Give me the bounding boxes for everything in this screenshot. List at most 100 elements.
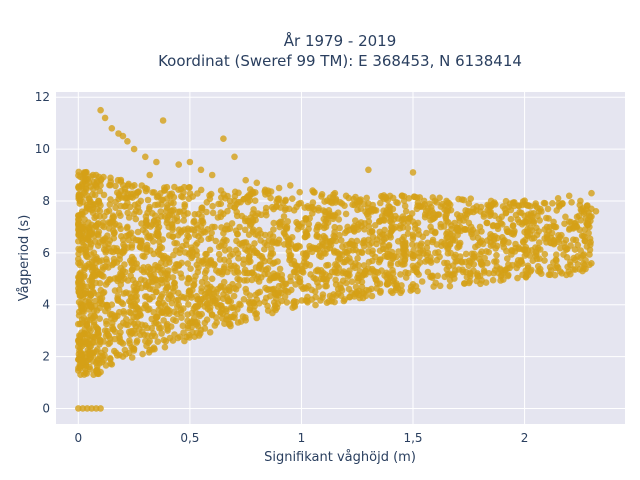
data-point [192, 241, 199, 249]
data-point [132, 306, 140, 313]
data-point [77, 292, 84, 300]
data-point [309, 244, 316, 251]
data-point [218, 302, 225, 310]
x-tick-label: 1,5 [403, 431, 422, 445]
data-point [416, 259, 424, 266]
data-point [447, 271, 455, 279]
data-point [409, 169, 417, 176]
data-point [153, 314, 160, 322]
data-point [100, 191, 108, 199]
data-point [454, 244, 461, 251]
data-point [529, 257, 537, 265]
data-point [567, 261, 574, 269]
data-point [180, 217, 188, 224]
data-point [151, 320, 158, 327]
data-point [382, 195, 390, 202]
data-point [180, 189, 187, 196]
data-point [100, 223, 108, 231]
data-point [184, 232, 191, 239]
data-point [150, 309, 157, 316]
data-point [92, 259, 100, 267]
data-point [184, 225, 192, 232]
data-point [274, 258, 281, 265]
data-point [392, 286, 400, 294]
data-point [78, 279, 86, 287]
data-point [186, 158, 194, 166]
data-point [123, 316, 130, 323]
data-point [320, 215, 328, 223]
data-point [119, 249, 127, 257]
data-point [144, 196, 152, 204]
data-point [413, 194, 421, 201]
data-point [145, 296, 153, 303]
data-point [434, 272, 442, 280]
data-point [85, 331, 92, 339]
data-point [240, 296, 248, 303]
data-point [412, 283, 420, 290]
y-axis-ticks: 0 2 4 6 8 10 12 [35, 90, 50, 415]
data-point [528, 213, 536, 220]
data-point [465, 200, 473, 207]
y-tick-label: 10 [35, 142, 50, 156]
data-point [376, 218, 383, 225]
data-point [414, 199, 422, 206]
data-point [461, 225, 469, 233]
data-point [163, 183, 171, 191]
data-point [354, 274, 361, 282]
data-point [555, 203, 563, 210]
data-point [80, 242, 87, 249]
data-point [115, 286, 123, 294]
data-point [456, 253, 464, 260]
data-point [276, 265, 284, 273]
data-point [197, 166, 205, 174]
data-point [231, 304, 238, 311]
data-point [166, 211, 173, 219]
data-point [90, 232, 98, 240]
data-point [365, 236, 372, 244]
data-point [127, 229, 135, 237]
data-point [343, 227, 351, 235]
data-point [108, 125, 116, 132]
data-point [468, 230, 475, 238]
data-point [492, 245, 500, 252]
data-point [361, 220, 369, 227]
data-point [86, 290, 93, 298]
data-point [221, 263, 228, 270]
data-point [459, 268, 467, 276]
data-point [205, 235, 212, 243]
data-point [164, 320, 171, 328]
data-point [146, 271, 154, 278]
data-point [287, 254, 294, 262]
data-point [164, 275, 171, 283]
data-point [398, 192, 406, 200]
data-point [514, 274, 521, 282]
data-point [147, 223, 154, 230]
data-point [76, 261, 84, 269]
data-point [130, 327, 138, 334]
data-point [323, 282, 330, 290]
data-point [332, 261, 339, 268]
data-point [465, 262, 473, 270]
data-point [287, 273, 294, 281]
data-point [341, 296, 349, 303]
data-point [329, 212, 336, 220]
data-point [246, 247, 253, 255]
data-point [216, 268, 224, 275]
data-point [83, 370, 90, 377]
data-point [113, 247, 120, 255]
data-point [253, 310, 260, 317]
data-point [480, 213, 488, 220]
data-point [117, 225, 124, 233]
data-point [223, 237, 230, 244]
data-point [255, 265, 263, 272]
data-point [532, 200, 539, 207]
data-point [220, 291, 227, 298]
data-point [119, 353, 127, 360]
data-point [187, 265, 194, 273]
data-point [491, 258, 498, 265]
data-point [83, 317, 91, 324]
data-point [264, 190, 272, 197]
data-point [158, 293, 165, 301]
data-point [365, 213, 372, 220]
data-point [287, 182, 294, 189]
